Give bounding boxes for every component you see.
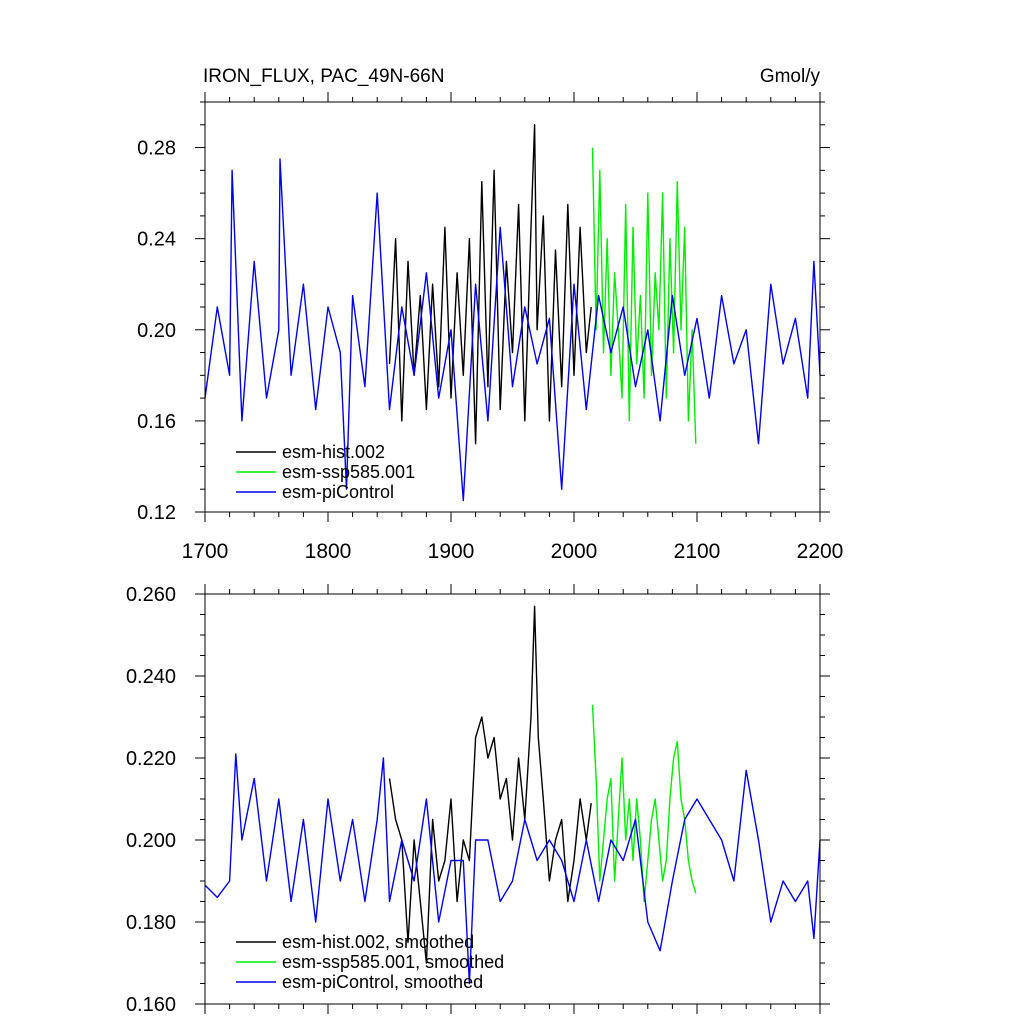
bottom-y-tick-label: 0.260: [126, 584, 176, 606]
top-axes: 1700 1800 1900 2000 2100 2200 0.12 0.16 0.20 0.24…: [137, 92, 843, 563]
top-series-line-0: [388, 124, 592, 445]
top-x-tick-label: 2200: [797, 540, 844, 563]
bottom-panel: 0.160 0.180 0.200 0.220 0.240 0.260 esm-hist.…: [126, 584, 830, 1016]
bottom-y-tick-label: 0.200: [126, 830, 176, 852]
bottom-axes: 0.160 0.180 0.200 0.220 0.240 0.260: [126, 584, 830, 1016]
top-x-tick-label: 2000: [551, 540, 598, 563]
bottom-legend-label-1: esm-ssp585.001, smoothed: [282, 952, 504, 972]
bottom-y-tick-label: 0.240: [126, 666, 176, 688]
top-x-tick-label: 1900: [428, 540, 475, 563]
top-y-tick-label: 0.20: [137, 320, 176, 342]
bottom-series-line-0: [388, 605, 592, 964]
bottom-series-line-2: [204, 753, 821, 985]
top-y-tick-label: 0.12: [137, 502, 176, 524]
bottom-y-tick-label: 0.160: [126, 994, 176, 1016]
top-x-tick-label: 2100: [674, 540, 721, 563]
top-x-tick-label: 1700: [182, 540, 229, 563]
bottom-series-group: [204, 605, 821, 985]
top-series-line-2: [204, 158, 821, 502]
top-y-tick-label: 0.16: [137, 411, 176, 433]
bottom-y-tick-label: 0.220: [126, 748, 176, 770]
bottom-y-tick-label: 0.180: [126, 912, 176, 934]
top-x-tick-label: 1800: [305, 540, 352, 563]
bottom-legend-label-2: esm-piControl, smoothed: [282, 972, 483, 992]
top-chart-units: Gmol/y: [760, 66, 821, 87]
top-y-tick-label: 0.28: [137, 138, 176, 160]
top-y-tick-label: 0.24: [137, 229, 176, 251]
top-legend-label-0: esm-hist.002: [282, 442, 385, 462]
top-chart-title: IRON_FLUX, PAC_49N-66N: [203, 66, 444, 87]
bottom-series-line-1: [591, 704, 697, 903]
top-legend-label-1: esm-ssp585.001: [282, 462, 415, 482]
top-legend-label-2: esm-piControl: [282, 482, 394, 502]
top-series-group: [204, 124, 821, 502]
top-series-line-1: [591, 147, 697, 444]
bottom-legend-label-0: esm-hist.002, smoothed: [282, 932, 474, 952]
top-panel: IRON_FLUX, PAC_49N-66N Gmol/y 1700 1800 19…: [137, 66, 843, 563]
